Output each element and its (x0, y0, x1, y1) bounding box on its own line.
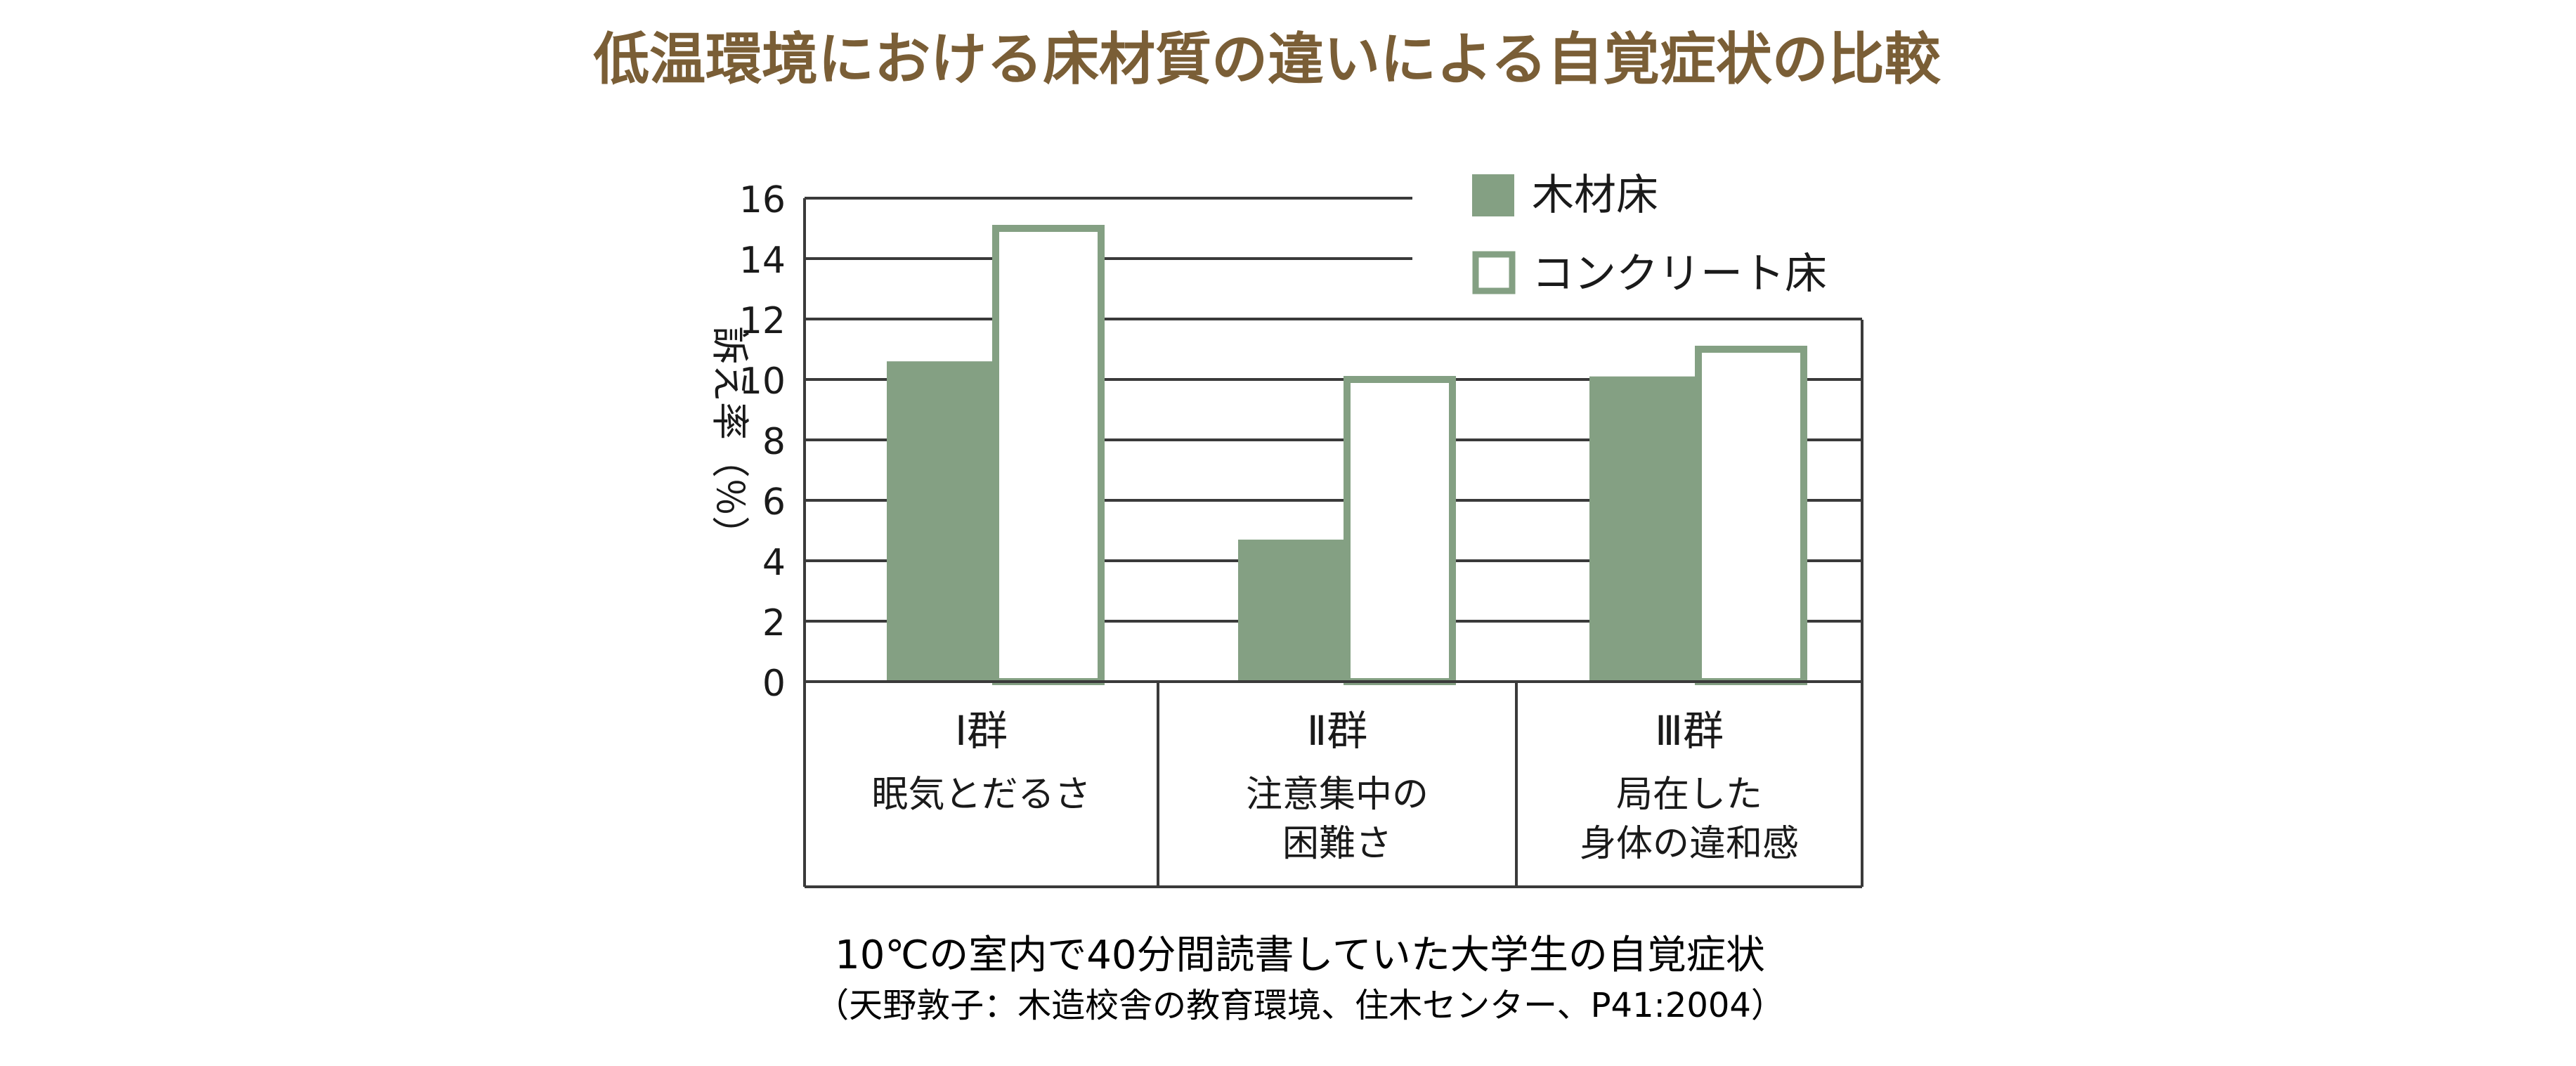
y-tick-label-6: 6 (762, 481, 786, 524)
chart-frame (803, 198, 1863, 888)
legend-swatch-concrete (1472, 251, 1516, 294)
y-axis-label: 訴え率（％） (708, 326, 752, 554)
category-group-2: Ⅱ群 (1307, 707, 1368, 755)
y-tick-labels: 0 2 4 6 8 10 12 14 16 (739, 179, 786, 705)
legend-label-concrete: コンクリート床 (1532, 249, 1827, 299)
category-label-2-2: 困難さ (1282, 823, 1392, 865)
bar-wood-2 (1238, 539, 1344, 682)
bar-wood-1 (887, 361, 992, 682)
y-tick-label-10: 10 (739, 360, 786, 403)
legend-label-wood: 木材床 (1532, 171, 1658, 220)
y-tick-label-12: 12 (739, 300, 786, 342)
y-tick-label-2: 2 (762, 602, 786, 644)
category-label-3-1: 局在した (1616, 774, 1762, 816)
bar-wood-3 (1589, 376, 1695, 682)
y-tick-label-16: 16 (739, 179, 786, 221)
category-label-2-1: 注意集中の (1246, 774, 1429, 816)
y-tick-label-0: 0 (762, 663, 786, 705)
category-group-1: Ⅰ群 (955, 707, 1008, 755)
category-label-3-2: 身体の違和感 (1580, 823, 1799, 865)
legend-swatch-wood (1472, 174, 1514, 216)
y-tick-label-4: 4 (762, 542, 786, 584)
caption-line-2: （天野敦子：木造校舎の教育環境、住木センター、P41:2004） (815, 986, 1785, 1025)
bars (887, 225, 1807, 685)
category-group-3: Ⅲ群 (1655, 707, 1724, 755)
category-label-1-1: 眠気とだるさ (871, 774, 1091, 816)
bar-concrete-2 (1344, 376, 1456, 685)
y-tick-label-8: 8 (762, 421, 786, 463)
chart-title: 低温環境における床材質の違いによる自覚症状の比較 (593, 27, 1941, 92)
bar-concrete-1 (992, 225, 1105, 685)
y-tick-label-14: 14 (739, 240, 786, 282)
caption-line-1: 10℃の室内で40分間読書していた大学生の自覚症状 (835, 932, 1765, 978)
bar-concrete-3 (1695, 346, 1807, 685)
